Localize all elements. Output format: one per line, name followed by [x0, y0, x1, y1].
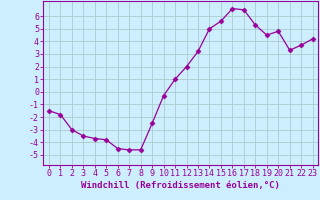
X-axis label: Windchill (Refroidissement éolien,°C): Windchill (Refroidissement éolien,°C) — [81, 181, 280, 190]
